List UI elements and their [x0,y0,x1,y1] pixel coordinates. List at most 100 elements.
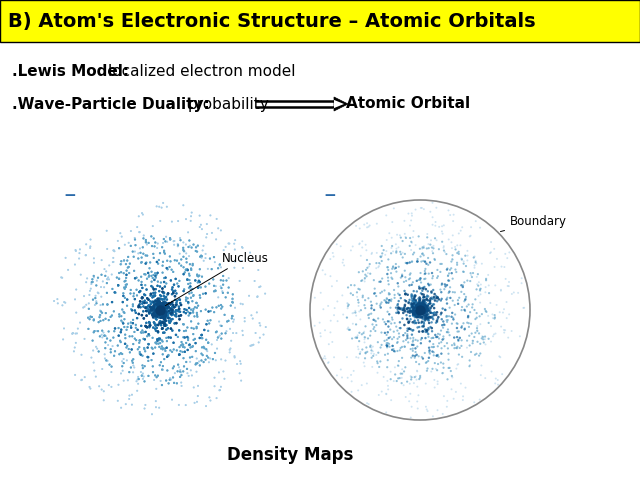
Point [147,278,157,286]
Point [155,307,165,315]
Point [156,307,166,314]
Point [182,365,192,373]
Point [184,243,194,251]
Point [195,212,205,219]
Point [213,264,223,272]
Point [429,343,439,351]
Point [113,342,123,349]
Point [236,360,246,368]
Point [477,260,487,267]
Point [125,260,135,267]
Point [95,317,106,325]
Point [155,306,165,314]
Point [89,274,99,281]
Point [428,334,438,342]
Point [154,305,164,312]
Point [415,307,426,314]
Point [419,296,429,304]
Point [150,312,161,320]
Point [415,304,425,312]
Point [445,266,455,274]
Point [357,238,367,245]
Point [144,324,154,331]
Point [191,368,202,375]
Point [157,310,167,318]
Point [158,344,168,352]
Point [159,313,170,321]
Point [415,305,425,312]
Point [148,303,158,311]
Point [453,337,463,345]
Point [151,403,161,411]
Point [440,281,450,288]
Point [154,307,164,315]
Point [157,310,168,318]
Point [88,359,99,366]
Point [197,335,207,342]
Point [433,353,444,360]
Point [381,341,392,349]
Point [182,333,193,341]
Point [401,259,411,267]
Point [115,312,125,320]
Point [164,303,174,311]
Point [496,287,506,295]
Point [164,309,175,316]
Point [415,299,425,307]
Point [97,365,108,373]
Point [422,312,433,320]
Point [165,257,175,265]
Point [422,234,433,241]
Point [402,305,412,312]
Point [387,275,397,283]
Point [113,324,124,332]
Point [132,346,143,353]
Point [153,307,163,315]
Point [201,336,211,344]
Point [193,320,204,327]
Point [168,373,178,381]
Point [416,304,426,312]
Point [154,307,164,314]
Point [406,414,416,421]
Point [417,303,428,311]
Point [416,306,426,313]
Point [200,250,211,258]
Point [229,316,239,324]
Point [371,351,381,359]
Point [177,338,187,346]
Point [155,306,165,314]
Point [134,350,145,358]
Point [154,303,164,311]
Point [229,264,239,272]
Point [196,284,206,291]
Point [163,289,173,297]
Point [155,307,165,314]
Point [221,276,232,284]
Point [255,283,266,290]
Point [173,333,183,341]
Point [392,327,403,335]
Point [384,229,394,237]
Point [214,262,225,269]
Point [255,322,266,329]
Point [155,306,165,313]
Point [113,281,124,289]
Point [397,306,408,314]
Point [93,318,104,326]
Point [158,258,168,265]
Point [122,257,132,264]
Point [213,293,223,301]
Point [420,305,431,312]
Point [470,252,480,260]
Point [120,334,131,342]
Point [156,301,166,309]
Point [175,308,185,316]
Point [79,373,90,381]
Point [143,340,154,348]
Point [141,312,152,320]
Point [211,357,221,364]
Point [159,305,169,312]
Point [195,265,205,273]
Point [422,314,433,322]
